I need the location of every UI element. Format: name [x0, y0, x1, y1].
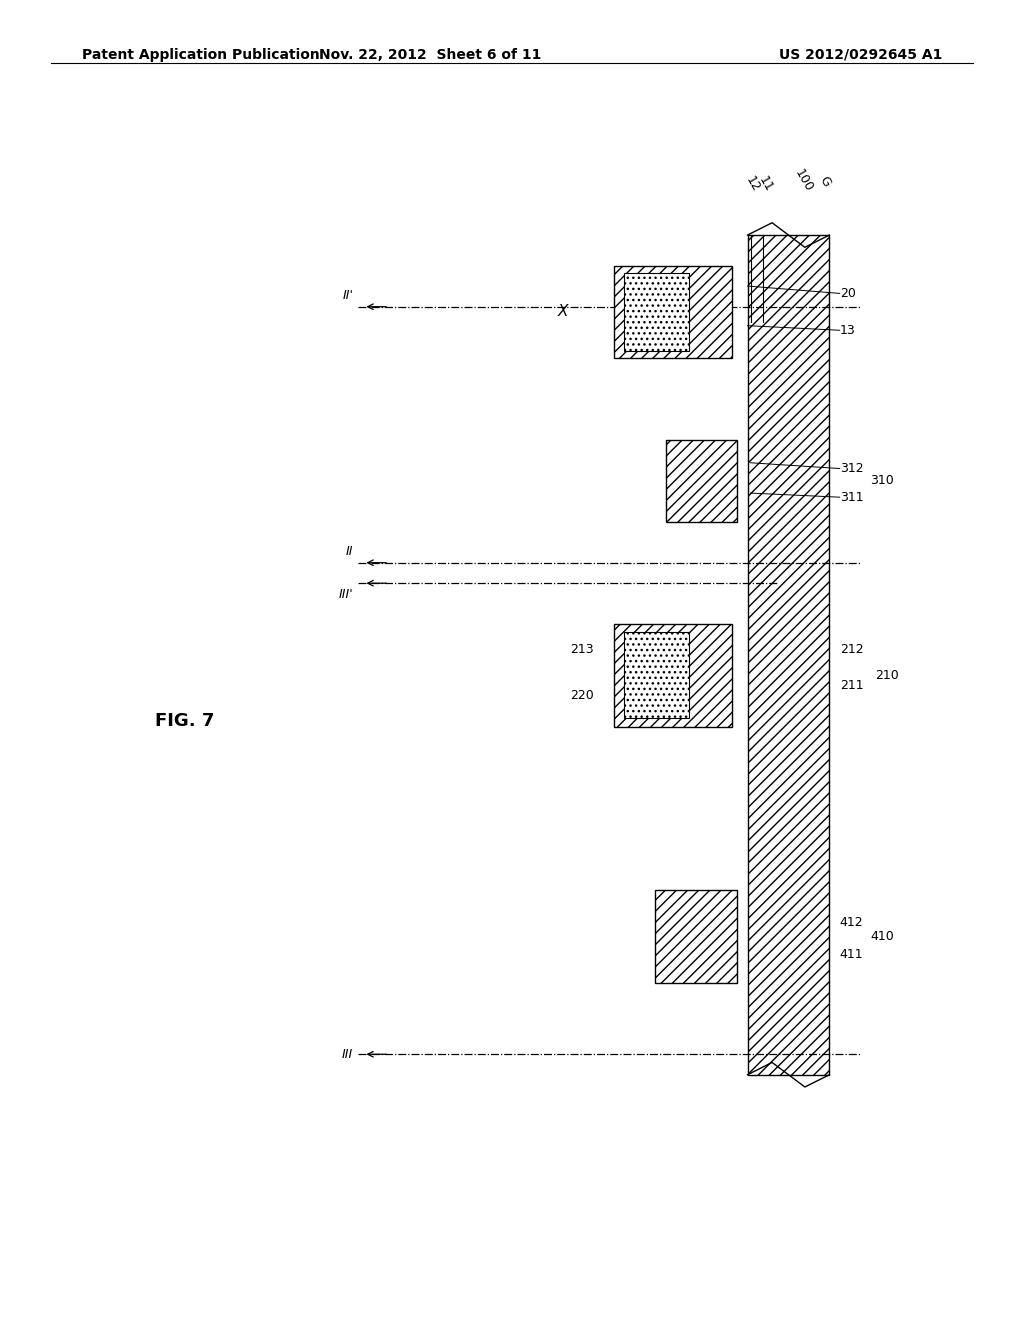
Text: 412: 412: [840, 916, 863, 929]
Text: 210: 210: [876, 669, 899, 682]
Bar: [666, 440, 737, 521]
Text: 410: 410: [870, 931, 894, 942]
Text: 220: 220: [570, 689, 594, 702]
Text: 310: 310: [870, 474, 894, 487]
Text: 312: 312: [840, 462, 863, 475]
Text: 20: 20: [840, 286, 856, 300]
Text: 100: 100: [793, 166, 815, 194]
Text: Nov. 22, 2012  Sheet 6 of 11: Nov. 22, 2012 Sheet 6 of 11: [318, 48, 542, 62]
Text: 11: 11: [757, 174, 775, 194]
Text: III': III': [339, 589, 353, 602]
Bar: [655, 891, 737, 982]
Text: G: G: [816, 174, 833, 189]
Text: X: X: [558, 305, 568, 319]
Text: 213: 213: [570, 643, 594, 656]
Text: US 2012/0292645 A1: US 2012/0292645 A1: [778, 48, 942, 62]
Text: 211: 211: [840, 678, 863, 692]
Polygon shape: [748, 235, 829, 1074]
Text: 311: 311: [840, 491, 863, 504]
Bar: [614, 624, 732, 726]
Text: 411: 411: [840, 948, 863, 961]
Text: FIG. 7: FIG. 7: [155, 713, 214, 730]
Text: 212: 212: [840, 643, 863, 656]
Text: 12: 12: [743, 174, 762, 194]
Text: III: III: [342, 1048, 353, 1061]
Text: II': II': [342, 289, 353, 301]
Text: 13: 13: [840, 323, 855, 337]
Text: II: II: [346, 545, 353, 557]
Bar: [614, 265, 732, 358]
Bar: [624, 273, 688, 351]
Text: Patent Application Publication: Patent Application Publication: [82, 48, 319, 62]
Bar: [624, 632, 688, 718]
